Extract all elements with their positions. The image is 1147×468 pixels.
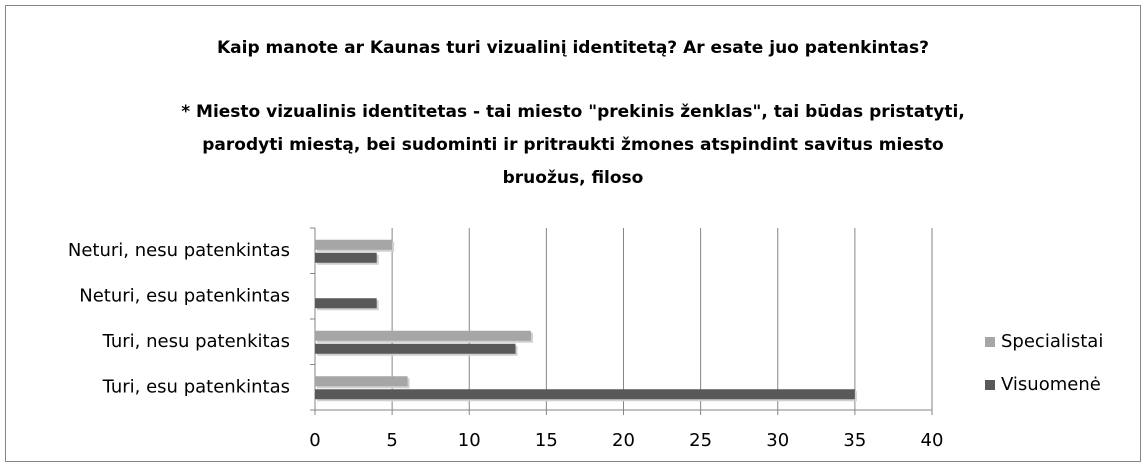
x-tick-label: 10 <box>458 430 481 451</box>
bar <box>315 330 531 341</box>
y-tick-label: Turi, nesu patenkitas <box>102 331 290 352</box>
chart-subtitle: parodyti miestą, bei sudominti ir pritra… <box>202 135 943 155</box>
chart-title: Kaip manote ar Kaunas turi vizualinį ide… <box>217 38 929 58</box>
bar <box>315 376 408 387</box>
x-tick-label: 20 <box>612 430 635 451</box>
bar <box>315 298 377 309</box>
chart-subtitle: bruožus, filoso <box>503 168 644 188</box>
legend-swatch <box>985 337 995 347</box>
chart-border <box>5 5 1141 462</box>
bar <box>315 239 393 250</box>
legend-swatch <box>985 380 995 390</box>
bar <box>315 389 855 400</box>
x-tick-label: 30 <box>766 430 789 451</box>
x-tick-label: 40 <box>921 430 944 451</box>
x-tick-label: 25 <box>689 430 712 451</box>
x-tick-label: 0 <box>309 430 320 451</box>
bar <box>315 343 516 354</box>
x-tick-label: 35 <box>843 430 866 451</box>
x-tick-label: 5 <box>386 430 397 451</box>
chart-subtitle: * Miesto vizualinis identitetas - tai mi… <box>181 102 965 122</box>
y-tick-label: Neturi, nesu patenkintas <box>68 240 290 261</box>
x-tick-label: 15 <box>535 430 558 451</box>
legend-label: Specialistai <box>1001 331 1103 352</box>
y-tick-label: Turi, esu patenkintas <box>102 376 290 397</box>
legend-label: Visuomenė <box>1001 374 1101 395</box>
bar <box>315 252 377 263</box>
y-tick-label: Neturi, esu patenkintas <box>79 285 290 306</box>
